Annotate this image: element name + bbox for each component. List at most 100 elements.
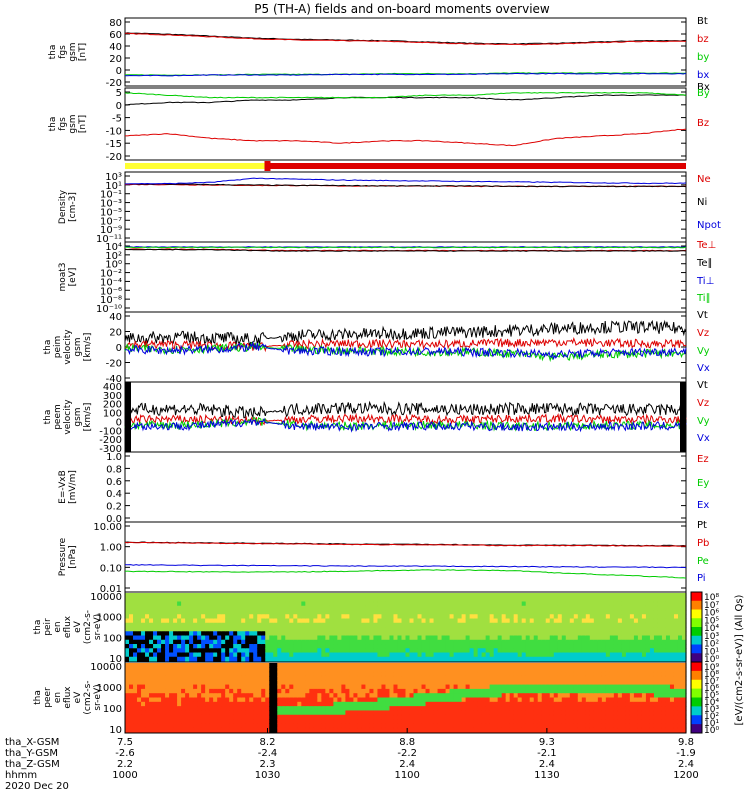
- spec-cell: [301, 680, 306, 686]
- spec-cell: [305, 663, 310, 668]
- spec-cell: [581, 710, 587, 716]
- spec-cell: [577, 684, 583, 690]
- spec-cell: [497, 627, 503, 632]
- spec-cell: [593, 706, 599, 712]
- spec-cell: [281, 593, 286, 598]
- spec-cell: [277, 688, 282, 694]
- spec-cell: [369, 622, 375, 628]
- spec-cell: [649, 601, 655, 607]
- spec-cell: [377, 639, 383, 645]
- spec-cell: [193, 693, 198, 699]
- spec-cell: [625, 710, 631, 716]
- spec-cell: [397, 723, 403, 729]
- spec-cell: [641, 701, 647, 707]
- spec-cell: [329, 710, 334, 716]
- spec-cell: [669, 688, 675, 694]
- spec-cell: [413, 656, 419, 662]
- spec-cell: [657, 635, 663, 641]
- spec-cell: [129, 656, 134, 662]
- spec-cell: [205, 635, 210, 641]
- spec-cell: [605, 605, 611, 611]
- spec-cell: [265, 684, 270, 690]
- panel-4: [124, 241, 687, 313]
- spec-cell: [353, 675, 359, 681]
- spec-cell: [509, 597, 515, 603]
- spec-cell: [461, 627, 467, 632]
- spec-cell: [317, 627, 322, 632]
- spec-cell: [405, 714, 411, 720]
- spec-cell: [417, 697, 423, 703]
- spec-cell: [461, 648, 467, 654]
- spec-cell: [465, 714, 471, 720]
- spec-cell: [401, 656, 407, 662]
- spec-cell: [681, 601, 687, 607]
- spec-cell: [477, 601, 483, 607]
- spec-cell: [517, 680, 523, 686]
- legend-Pt: Pt: [697, 520, 707, 531]
- spec-cell: [513, 706, 519, 712]
- spec-cell: [501, 627, 507, 632]
- spec-cell: [353, 688, 359, 694]
- spec-cell: [389, 680, 395, 686]
- spec-cell: [637, 697, 643, 703]
- spec-cell: [285, 701, 290, 707]
- spec-cell: [313, 648, 318, 654]
- spec-cell: [425, 593, 431, 598]
- spec-cell: [453, 680, 459, 686]
- spec-cell: [469, 706, 475, 712]
- spec-cell: [289, 648, 294, 654]
- spec-cell: [345, 601, 350, 607]
- spec-cell: [481, 644, 487, 649]
- spec-cell: [217, 688, 222, 694]
- spec-cell: [561, 652, 567, 658]
- spec-cell: [581, 723, 587, 729]
- spec-cell: [449, 635, 455, 641]
- spec-cell: [221, 597, 226, 603]
- spec-cell: [633, 656, 639, 662]
- spec-cell: [393, 622, 399, 628]
- spec-cell: [501, 652, 507, 658]
- spec-cell: [633, 697, 639, 703]
- spec-cell: [445, 597, 451, 603]
- spec-cell: [257, 719, 262, 724]
- spec-cell: [565, 618, 571, 624]
- spec-cell: [469, 723, 475, 729]
- spec-cell: [245, 648, 250, 654]
- spec-cell: [265, 675, 270, 681]
- spec-cell: [441, 593, 447, 598]
- spec-cell: [213, 727, 218, 733]
- spec-cell: [445, 644, 451, 649]
- spec-cell: [309, 667, 314, 673]
- spec-cell: [657, 656, 663, 662]
- spec-cell: [449, 684, 455, 690]
- spec-cell: [137, 667, 142, 673]
- spec-cell: [353, 714, 359, 720]
- spec-cell: [157, 618, 162, 624]
- spec-cell: [397, 680, 403, 686]
- spec-cell: [257, 610, 262, 615]
- spec-cell: [393, 675, 399, 681]
- spec-cell: [617, 618, 623, 624]
- spec-cell: [581, 675, 587, 681]
- spec-cell: [661, 667, 667, 673]
- spec-cell: [397, 597, 403, 603]
- spec-cell: [365, 601, 371, 607]
- spec-cell: [281, 639, 286, 645]
- spec-cell: [321, 601, 326, 607]
- spec-cell: [281, 610, 286, 615]
- spec-cell: [381, 652, 387, 658]
- spec-cell: [165, 601, 170, 607]
- spec-cell: [273, 719, 278, 724]
- spec-cell: [601, 719, 607, 724]
- spec-cell: [617, 706, 623, 712]
- colorbar-label: 10¹: [704, 647, 719, 657]
- spec-cell: [181, 656, 186, 662]
- ytick-label: -100: [99, 426, 122, 437]
- spec-cell: [509, 688, 515, 694]
- spec-cell: [401, 639, 407, 645]
- spec-cell: [557, 697, 563, 703]
- spec-cell: [197, 714, 202, 720]
- spec-cell: [461, 710, 467, 716]
- spec-cell: [497, 719, 503, 724]
- spec-cell: [177, 605, 182, 611]
